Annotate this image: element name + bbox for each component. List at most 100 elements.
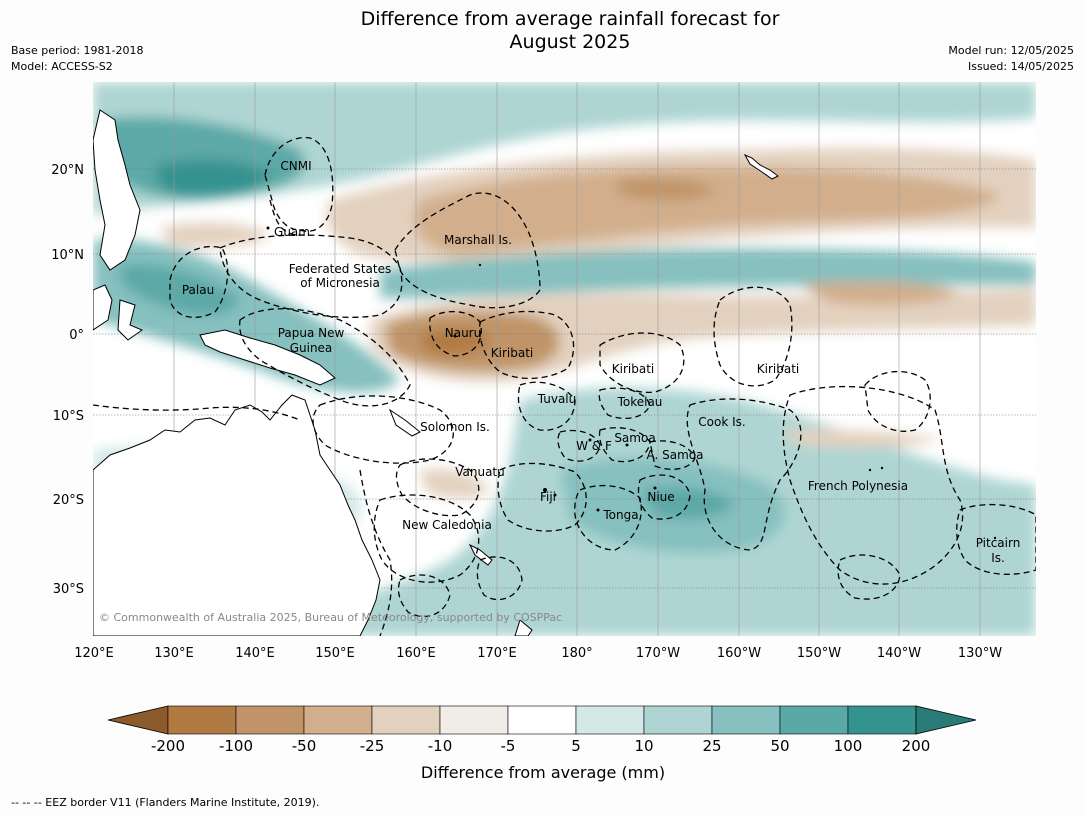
lat-label: 30°S: [53, 582, 84, 597]
colorbar-tick-label: 50: [770, 737, 789, 755]
lon-label: 180°: [561, 646, 592, 661]
lon-label: 140°E: [235, 646, 275, 661]
label-french-polynesia: French Polynesia: [808, 479, 908, 493]
island: [588, 438, 592, 442]
eez-fp-south: [837, 554, 901, 600]
island: [880, 466, 884, 470]
island: [596, 508, 600, 512]
label-asamoa: A. Samoa: [647, 448, 704, 462]
colorbar-swatch: [167, 705, 237, 735]
latitude-labels: 20°N 10°N 0° 10°S 20°S 30°S: [51, 163, 84, 597]
dry-southeast: [780, 429, 940, 448]
label-tokelau: Tokelau: [617, 395, 663, 409]
lat-label: 20°S: [53, 493, 84, 508]
lat-label: 0°: [69, 328, 84, 343]
lon-label: 150°W: [797, 646, 841, 661]
dry-peak-north: [616, 178, 715, 200]
hawaii-coast: [743, 153, 779, 180]
sulawesi-coast: [117, 299, 144, 341]
label-palau: Palau: [182, 283, 214, 297]
title-line-2: August 2025: [509, 31, 631, 53]
island: [868, 468, 872, 472]
title-line-1: Difference from average rainfall forecas…: [360, 8, 780, 30]
label-guam: Guam: [274, 225, 310, 239]
colorbar-tick-label: 25: [702, 737, 721, 755]
eez-australia-east: [359, 469, 393, 636]
colorbar-tick-label: 10: [634, 737, 653, 755]
colorbar-swatch: [847, 705, 917, 735]
lon-label: 130°W: [958, 646, 1002, 661]
label-cnmi: CNMI: [280, 159, 311, 173]
eez-pitcairn: [956, 503, 1036, 575]
wet-peak-south: [640, 486, 735, 519]
new-caledonia-coast: [468, 543, 493, 566]
meta-left: Base period: 1981-2018 Model: ACCESS-S2: [11, 43, 143, 75]
lat-label: 10°N: [51, 248, 84, 263]
solomon-coast: [388, 408, 421, 437]
new-zealand-coast: [514, 619, 533, 636]
colorbar-swatch: [303, 705, 373, 735]
label-fsm-2: of Micronesia: [300, 276, 380, 290]
colorbar-extend-high: [915, 705, 977, 735]
meta-right: Model run: 12/05/2025 Issued: 14/05/2025: [948, 43, 1074, 75]
label-cook: Cook Is.: [698, 415, 745, 429]
island: [653, 486, 657, 490]
eez-marshall: [394, 192, 541, 309]
eez-asamoa: [649, 440, 696, 470]
colorbar-title: Difference from average (mm): [421, 763, 665, 782]
eez-fp-north: [864, 370, 931, 432]
base-period: Base period: 1981-2018: [11, 44, 144, 57]
dry-east-equator: [800, 281, 960, 305]
colorbar: -200 -100 -50 -25 -10 -5 5 10 25 50 100 200: [107, 705, 977, 755]
colorbar-tick-label: -10: [428, 737, 453, 755]
colorbar-swatch: [643, 705, 713, 735]
colorbar-tick-label: 100: [834, 737, 863, 755]
eez-solomon: [312, 395, 454, 464]
label-solomon: Solomon Is.: [420, 420, 490, 434]
label-kiribati-central: Kiribati: [612, 362, 654, 376]
australia-coast: [93, 394, 381, 636]
label-marshall: Marshall Is.: [444, 233, 512, 247]
colorbar-tick-label: -5: [501, 737, 516, 755]
lon-label: 120°E: [74, 646, 114, 661]
eez-fsm: [219, 234, 403, 318]
colorbar-tick-label: 5: [571, 737, 581, 755]
map-area: [93, 82, 1036, 636]
eez-tonga: [574, 484, 642, 551]
issued-date: Issued: 14/05/2025: [967, 60, 1074, 73]
eez-kiribati-east: [713, 286, 793, 387]
colorbar-swatch: [439, 705, 509, 735]
island: [453, 334, 457, 338]
label-kiribati-west: Kiribati: [491, 346, 533, 360]
label-samoa: Samoa: [614, 431, 655, 445]
colorbar-tick-label: 200: [902, 737, 931, 755]
longitude-labels: 120°E 130°E 140°E 150°E 160°E 170°E 180°…: [74, 646, 1002, 661]
label-tuvalu: Tuvalu: [537, 392, 577, 406]
colorbar-extend-low: [107, 705, 169, 735]
eez-cook: [686, 398, 802, 551]
wet-band-north: [93, 82, 1036, 215]
colorbar-swatch: [711, 705, 781, 735]
colorbar-tick-label: -100: [219, 737, 253, 755]
island: [543, 488, 547, 492]
eez-kiribati-west: [479, 310, 575, 380]
eez-png: [239, 308, 411, 407]
colorbar-swatch: [371, 705, 441, 735]
label-png-1: Papua New: [278, 326, 345, 340]
eez-cnmi: [264, 137, 334, 232]
wet-peak-north: [156, 159, 270, 196]
new-guinea-coast: [199, 329, 336, 386]
lon-label: 160°W: [717, 646, 761, 661]
eez-new-caledonia: [373, 494, 480, 583]
label-fiji: Fiji: [540, 490, 556, 504]
eez-kermadec: [476, 556, 523, 601]
place-labels: CNMI Guam Marshall Is. Federated States …: [182, 159, 1020, 565]
lon-label: 160°E: [396, 646, 436, 661]
label-wf: W & F: [576, 439, 612, 453]
lon-label: 130°E: [154, 646, 194, 661]
eez-norfolk: [397, 574, 451, 618]
eez-kiribati-central: [599, 332, 685, 394]
island: [478, 263, 482, 267]
label-pitcairn-2: Is.: [991, 551, 1005, 565]
